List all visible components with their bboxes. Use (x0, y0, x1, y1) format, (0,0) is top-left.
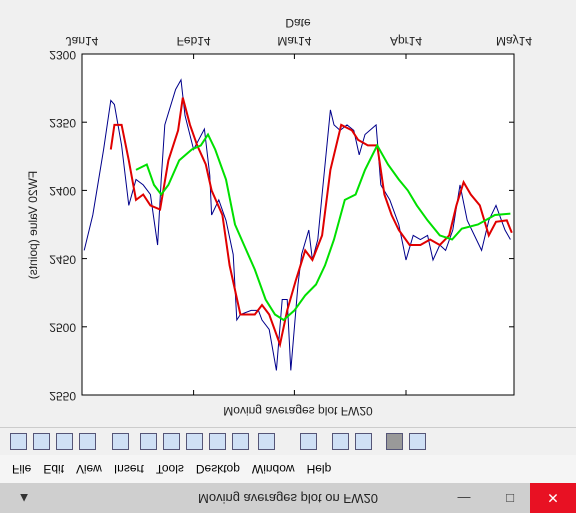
y-tick-label: 2400 (49, 184, 76, 198)
title-bar: Moving averages plot on FW20 ▲ — □ ✕ (0, 483, 576, 513)
tool-button[interactable] (186, 433, 203, 450)
menu-item[interactable]: Help (306, 462, 332, 476)
menu-item[interactable]: Insert (113, 462, 144, 476)
axes-box (81, 53, 515, 396)
tool-button[interactable] (409, 433, 426, 450)
x-tick-label: Mar14 (277, 34, 311, 48)
maximize-button[interactable]: □ (506, 491, 514, 506)
minimize-button[interactable]: — (457, 491, 471, 506)
x-tick-label: Apr14 (390, 34, 422, 48)
x-axis-label: Date (285, 16, 311, 30)
x-tick-label: May14 (496, 34, 532, 48)
tool-button[interactable] (355, 433, 372, 450)
tool-button[interactable] (33, 433, 50, 450)
tool-button[interactable] (258, 433, 275, 450)
y-axis-label: FW20 Value (points) (26, 171, 40, 280)
menu-item[interactable]: Edit (43, 462, 65, 476)
tool-button[interactable] (209, 433, 226, 450)
tool-button[interactable] (386, 433, 403, 450)
tool-button[interactable] (232, 433, 249, 450)
tool-button[interactable] (56, 433, 73, 450)
tool-button[interactable] (79, 433, 96, 450)
menu-item[interactable]: View (76, 462, 102, 476)
tool-button[interactable] (332, 433, 349, 450)
menu-item[interactable]: File (12, 462, 32, 476)
menu-item[interactable]: Tools (155, 462, 184, 476)
y-tick-label: 2350 (49, 116, 76, 130)
y-tick-label: 2550 (49, 389, 76, 403)
y-tick-label: 2500 (49, 321, 76, 335)
chart-title: Moving averages plot FW20 (223, 404, 373, 418)
y-tick-label: 2300 (49, 48, 76, 62)
line-series (135, 132, 511, 322)
tool-button[interactable] (140, 433, 157, 450)
x-tick-label: Feb14 (177, 34, 211, 48)
menu-item[interactable]: Window (251, 462, 295, 476)
chart: Moving averages plot FW20 Date FW20 Valu… (26, 16, 532, 418)
line-series (109, 97, 513, 349)
line-series (83, 78, 511, 371)
x-tick-label: Jan14 (66, 34, 99, 48)
menu-bar: File Edit View Insert Tools Desktop Window Help (0, 454, 576, 483)
plot-area (82, 54, 514, 395)
app-icon[interactable]: ▲ (17, 491, 31, 506)
toolbar (0, 427, 576, 455)
y-tick-label: 2450 (49, 252, 76, 266)
menu-item[interactable]: Desktop (195, 462, 240, 476)
tool-button[interactable] (112, 433, 129, 450)
tool-button[interactable] (300, 433, 317, 450)
tool-button[interactable] (10, 433, 27, 450)
tool-button[interactable] (163, 433, 180, 450)
close-button[interactable]: ✕ (530, 483, 576, 513)
